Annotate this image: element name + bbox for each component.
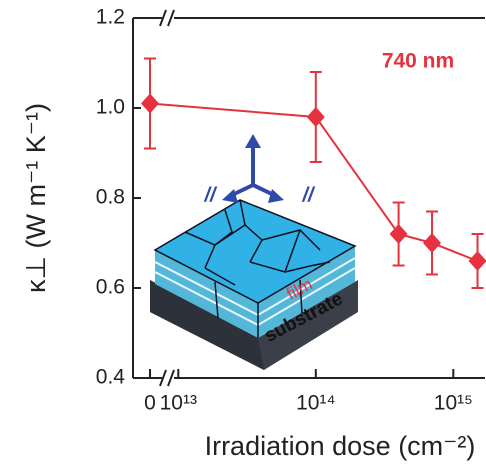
x-axis-label: Irradiation dose (cm⁻²) bbox=[205, 431, 476, 461]
marker bbox=[389, 224, 408, 244]
y-tick-label: 0.8 bbox=[96, 186, 125, 209]
x-tick-label: 0 bbox=[144, 392, 156, 415]
inset: // // film substrate bbox=[150, 134, 358, 370]
x-tick-label: 10¹⁵ bbox=[434, 392, 473, 415]
x-tick-label: 10¹⁴ bbox=[296, 392, 335, 415]
y-tick-label: 1.2 bbox=[96, 6, 125, 29]
marker bbox=[141, 93, 159, 114]
annotation: 740 nm bbox=[382, 50, 454, 73]
y-tick-label: 1.0 bbox=[96, 96, 125, 119]
y-tick-label: 0.4 bbox=[96, 366, 126, 389]
marker bbox=[468, 251, 486, 271]
inset-label: // bbox=[301, 184, 316, 206]
inset-label: // bbox=[203, 184, 218, 206]
marker bbox=[423, 233, 442, 253]
marker bbox=[306, 107, 325, 127]
axis-break bbox=[159, 9, 175, 387]
y-tick-label: 0.6 bbox=[96, 276, 125, 299]
x-tick-label: 10¹³ bbox=[160, 392, 197, 415]
y-axis-label: κ⊥ (W m⁻¹ K⁻¹) bbox=[21, 103, 51, 293]
